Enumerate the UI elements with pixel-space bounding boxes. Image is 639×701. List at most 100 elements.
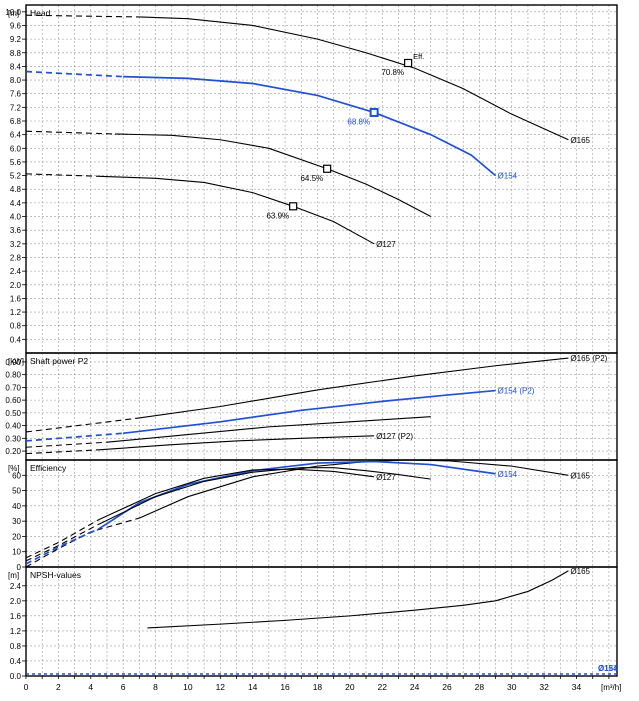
y-unit-label: [m] bbox=[8, 571, 19, 580]
efficiency-tag: Eff. bbox=[413, 52, 424, 61]
panel-title: Shaft power P2 bbox=[30, 356, 88, 366]
curve-dashed-segment bbox=[25, 519, 100, 559]
y-tick-label: 0.30 bbox=[5, 434, 21, 443]
curve-line bbox=[98, 468, 375, 521]
y-tick-label: 0.20 bbox=[5, 447, 21, 456]
y-tick-label: 5.2 bbox=[10, 172, 22, 181]
x-unit-label: [m³/h] bbox=[601, 683, 621, 692]
x-tick-label: 28 bbox=[475, 682, 485, 692]
curve-dashed-segment bbox=[25, 70, 124, 78]
curve-line bbox=[147, 570, 569, 629]
y-tick-label: 0.8 bbox=[10, 322, 22, 331]
y-unit-label: [kW] bbox=[8, 357, 24, 366]
npsh-overlap-label-2: Ø127 bbox=[598, 664, 618, 673]
y-tick-label: 0 bbox=[17, 563, 22, 572]
y-tick-label: 7.6 bbox=[10, 90, 22, 99]
y-tick-label: 8.8 bbox=[10, 49, 22, 58]
curve-line bbox=[98, 460, 496, 530]
curve-dashed-segment bbox=[25, 130, 116, 135]
curve-line bbox=[139, 16, 569, 141]
x-tick-label: 34 bbox=[572, 682, 582, 692]
y-tick-label: 6.0 bbox=[10, 144, 22, 153]
curve-dashed-segment bbox=[25, 417, 140, 433]
curve-label: Ø127 bbox=[376, 473, 396, 482]
panel-frame bbox=[25, 459, 618, 568]
curve-dashed-segment bbox=[25, 449, 99, 455]
curve-label: Ø127 bbox=[376, 240, 396, 249]
y-tick-label: 3.2 bbox=[10, 240, 22, 249]
y-tick-label: 0.8 bbox=[10, 642, 22, 651]
y-tick-label: 9.6 bbox=[10, 21, 22, 30]
y-tick-label: 8.0 bbox=[10, 76, 22, 85]
curve-line bbox=[123, 389, 496, 435]
curve-label: Ø154 (P2) bbox=[498, 387, 535, 396]
y-tick-label: 60 bbox=[12, 471, 21, 480]
efficiency-marker bbox=[404, 58, 413, 68]
efficiency-marker bbox=[369, 107, 379, 117]
y-tick-label: 6.4 bbox=[10, 131, 22, 140]
y-tick-label: 0.80 bbox=[5, 371, 21, 380]
y-unit-label: [m] bbox=[8, 9, 19, 18]
y-tick-label: 1.2 bbox=[10, 308, 22, 317]
curve-line bbox=[106, 416, 431, 443]
curve-line bbox=[139, 357, 569, 419]
curve-dashed-segment bbox=[25, 14, 140, 18]
x-tick-label: 26 bbox=[442, 682, 452, 692]
efficiency-marker bbox=[323, 164, 332, 173]
curve-label: Ø165 bbox=[570, 136, 590, 145]
y-tick-label: 7.2 bbox=[10, 103, 22, 112]
x-tick-label: 30 bbox=[507, 682, 517, 692]
curve-label: Ø154 bbox=[498, 470, 518, 479]
curve-label: Ø165 bbox=[570, 567, 590, 576]
x-tick-label: 12 bbox=[216, 682, 226, 692]
curve-label: Ø165 (P2) bbox=[570, 354, 607, 363]
curve-label: Ø165 bbox=[570, 471, 590, 480]
curve-dashed-segment bbox=[25, 523, 100, 562]
curve-line bbox=[139, 459, 569, 519]
y-tick-label: 2.4 bbox=[10, 267, 22, 276]
y-tick-label: 40 bbox=[12, 502, 21, 511]
y-tick-label: 0.0 bbox=[10, 672, 22, 681]
curve-line bbox=[123, 75, 497, 177]
y-tick-label: 10 bbox=[12, 548, 21, 557]
y-tick-label: 2.8 bbox=[10, 253, 22, 262]
y-tick-label: 0.50 bbox=[5, 409, 21, 418]
curve-dashed-segment bbox=[25, 517, 140, 568]
y-tick-label: 4.8 bbox=[10, 185, 22, 194]
y-tick-label: 1.6 bbox=[10, 612, 22, 621]
curve-line bbox=[98, 175, 375, 245]
x-tick-label: 2 bbox=[56, 682, 61, 692]
x-tick-label: 14 bbox=[248, 682, 258, 692]
curve-line bbox=[115, 133, 432, 218]
x-tick-label: 16 bbox=[280, 682, 290, 692]
panel-frame bbox=[25, 352, 618, 461]
panel-title: Head bbox=[30, 8, 51, 18]
x-tick-label: 18 bbox=[313, 682, 323, 692]
x-tick-label: 4 bbox=[88, 682, 93, 692]
x-tick-label: 24 bbox=[410, 682, 420, 692]
y-tick-label: 30 bbox=[12, 517, 21, 526]
labels-layer: 0.4 0.8 1.2 1.6 2.0 2.4 2.8 3.2 3.6 4.0 4.4 4.8 5.2 5… bbox=[5, 8, 621, 692]
x-tick-label: 0 bbox=[24, 682, 29, 692]
panel-title: NPSH-values bbox=[30, 570, 81, 580]
curves-layer bbox=[25, 14, 617, 675]
panel-frame bbox=[25, 566, 618, 677]
curve-dashed-segment bbox=[25, 441, 107, 448]
y-tick-label: 1.6 bbox=[10, 294, 22, 303]
y-tick-label: 20 bbox=[12, 532, 21, 541]
x-tick-label: 10 bbox=[183, 682, 193, 692]
npsh-overlap-label: Ø154 bbox=[598, 664, 618, 673]
y-tick-label: 2.0 bbox=[10, 597, 22, 606]
y-tick-label: 9.2 bbox=[10, 35, 22, 44]
efficiency-value-label: 63.9% bbox=[266, 211, 289, 220]
y-tick-label: 5.6 bbox=[10, 158, 22, 167]
y-tick-label: 4.4 bbox=[10, 199, 22, 208]
y-tick-label: 10.0 bbox=[5, 8, 21, 17]
y-tick-label: 1.2 bbox=[10, 627, 22, 636]
curve-dashed-segment bbox=[25, 432, 124, 442]
curve-line bbox=[98, 467, 431, 525]
y-unit-label: [%] bbox=[8, 464, 20, 473]
y-tick-label: 0.60 bbox=[5, 396, 21, 405]
panel-title: Efficiency bbox=[30, 463, 67, 473]
